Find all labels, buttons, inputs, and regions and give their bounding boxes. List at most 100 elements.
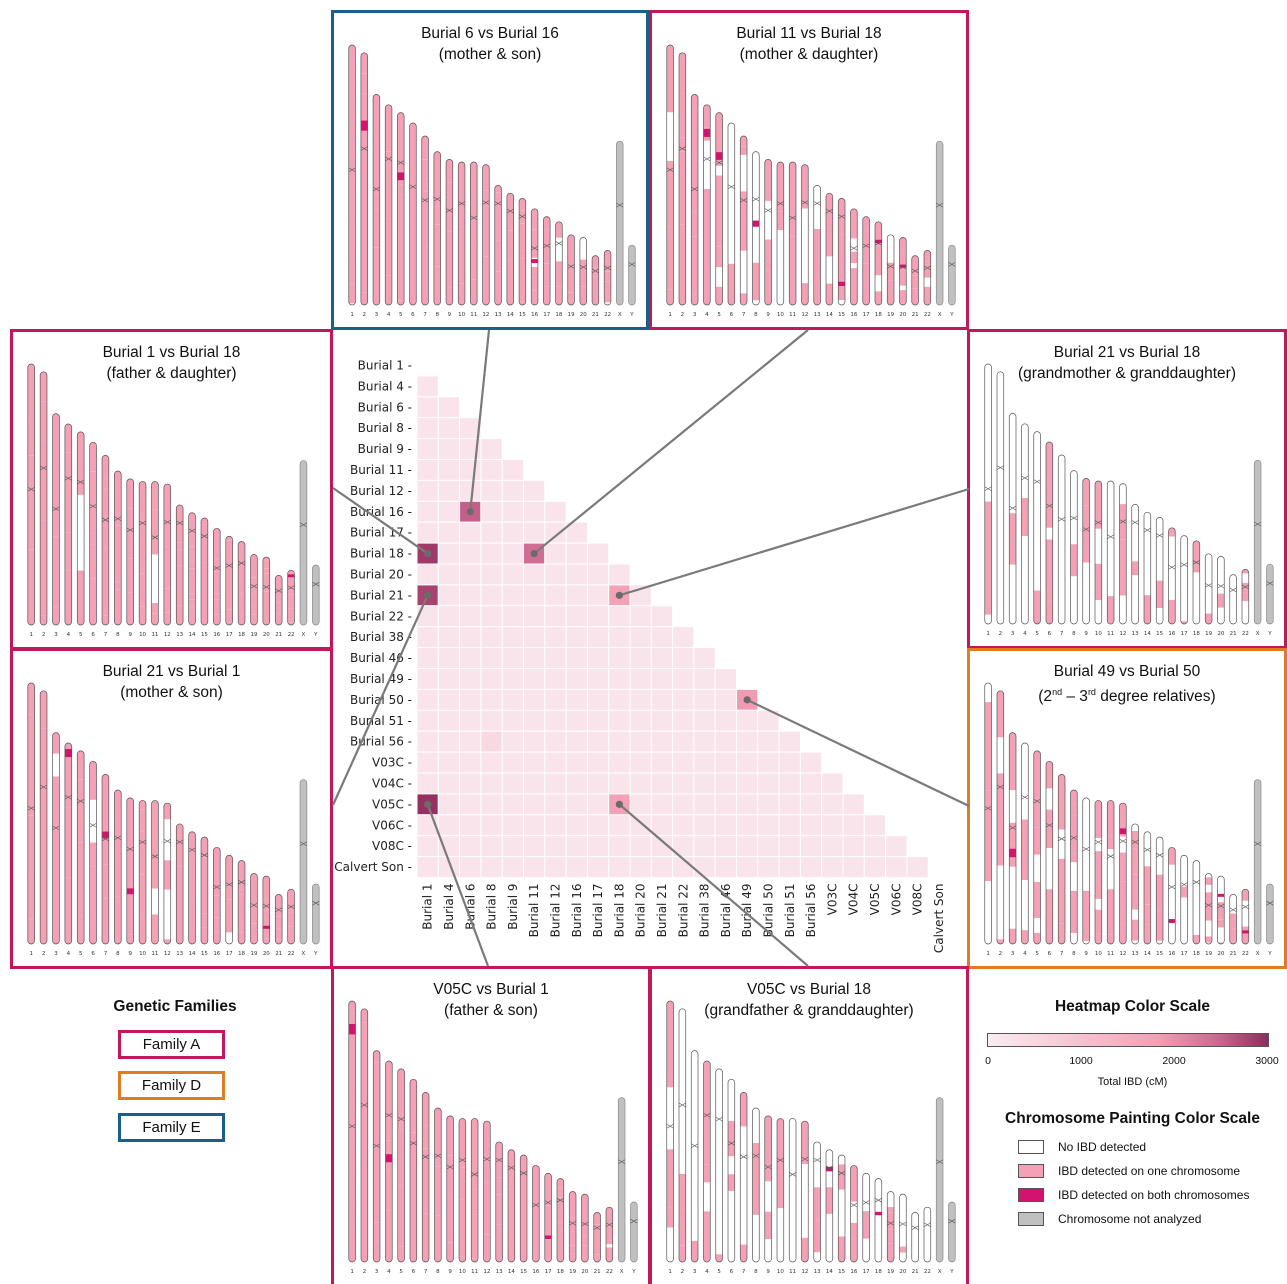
chromosome [862,216,870,306]
chromosome [616,140,624,306]
chromosome-label: 12 [482,312,489,318]
heatmap-row-label: Burial 18 - [350,547,412,561]
chromosome-label: 4 [387,312,391,318]
heatmap-row-label: Burial 17 - [350,526,412,540]
panel-burial49-vs-burial50: Burial 49 vs Burial 50 (2nd – 3rd degree … [967,648,1287,969]
chromosome [666,1000,674,1263]
heatmap-cell [714,668,738,690]
heatmap-cell [863,835,887,858]
chromosome-label: 7 [742,312,746,318]
heatmap-cell [523,542,546,565]
heatmap-cell [437,647,461,670]
chromosome-label: 12 [801,1269,808,1275]
heatmap-cell [778,793,801,816]
heatmap-col-label: Burial 1 [421,884,435,930]
chromosome [1082,797,1090,945]
heatmap-cell [672,647,695,670]
heatmap-row-label: Burial 16 - [350,505,412,519]
chromosome-painting: 1 2 3 4 5 6 7 8 9 10 11 12 13 14 15 16 17 18 19 20 21 22 X Y [984,363,1274,637]
chromosome [591,255,600,306]
chromosome [1033,750,1041,945]
heatmap-cell [459,584,482,607]
chromosome [1094,800,1103,945]
heatmap-cell [480,500,503,523]
chromosome-label: X [938,1269,942,1275]
heatmap-cell [437,563,461,586]
heatmap-cell [501,772,524,795]
chromosome-label: 11 [471,1269,478,1275]
heatmap-cell [459,751,482,774]
heatmap-col-label: Burial 21 [655,884,669,938]
chromosome [114,470,122,626]
heatmap-cell [650,647,674,670]
chromosome [1253,459,1262,625]
swatch [1018,1188,1044,1202]
chromosome-label: 15 [519,312,526,318]
scale-tick: 3000 [1255,1055,1279,1067]
heatmap-cell [523,709,546,732]
chromosome-label: 16 [850,312,857,318]
chromosome-label: 14 [189,951,196,957]
chromosome-scale-title: Chromosome Painting Color Scale [1005,1110,1260,1127]
heatmap-cell [885,835,908,858]
scale-tick: 2000 [1162,1055,1186,1067]
heatmap-cell [608,688,631,711]
chromosome [935,1097,944,1263]
chromosome [825,1149,834,1263]
heatmap-col-label: Burial 20 [634,884,648,938]
chromosome-label: 18 [555,312,562,318]
chromosome-label: 8 [116,951,120,957]
chromosome-label: 18 [557,1269,564,1275]
heatmap-cell [736,751,759,774]
heatmap-col-label: Burial 16 [570,884,584,938]
heatmap-col-label: Burial 49 [740,884,754,938]
heatmap-cell [650,730,674,753]
heatmap-cell [714,856,738,878]
chromosome [764,1115,772,1263]
heatmap-cell [565,856,588,878]
heatmap-cell [459,459,482,481]
heatmap-cell [459,500,482,523]
chromosome-label: 5 [1035,631,1039,637]
heatmap-cell [586,605,610,628]
chromosome-label: Y [949,1269,954,1275]
heatmap-cell [586,772,610,795]
chromosome-label: 6 [730,1269,734,1275]
heatmap-cell [501,751,524,774]
chromosome-label: 7 [1060,951,1064,957]
chromosome-label: 16 [1168,951,1175,957]
heatmap-cell [544,605,567,628]
chromosome [299,460,308,626]
chromosome [1241,569,1250,625]
heatmap-cell [693,835,716,858]
heatmap-cell [586,668,610,690]
chromosome [801,1120,809,1263]
chromosome [1045,760,1054,945]
chromosome-label: 20 [899,1269,906,1275]
chromosome-painting: 1 2 3 4 5 6 7 8 9 10 11 12 13 14 15 16 17 18 19 20 21 22 X Y [666,1000,956,1275]
heatmap-cell [629,626,652,649]
heatmap-cell [565,751,588,774]
chromosome [739,1091,748,1263]
heatmap-cell [714,730,738,753]
chromosome-label: 3 [693,312,697,318]
chromosome [483,1120,491,1263]
chromosome-label: 1 [350,1269,354,1275]
chromosome-label: 11 [151,951,158,957]
chromosome [593,1212,601,1263]
chromosome-label: Y [1267,631,1272,637]
heatmap-cell [778,772,801,795]
heatmap-row-label: Burial 49 - [350,672,412,686]
heatmap-cell [586,730,610,753]
chromosome [262,556,271,626]
chromosome [151,481,159,626]
heatmap-cell [437,500,461,523]
heatmap-cell [608,709,631,732]
chromosome-label: 4 [705,1269,709,1275]
chromosome-label: 15 [838,1269,845,1275]
heatmap-cell [544,751,567,774]
chromosome [1266,563,1274,625]
heatmap-cell [608,793,631,816]
heatmap-cell [523,814,546,837]
